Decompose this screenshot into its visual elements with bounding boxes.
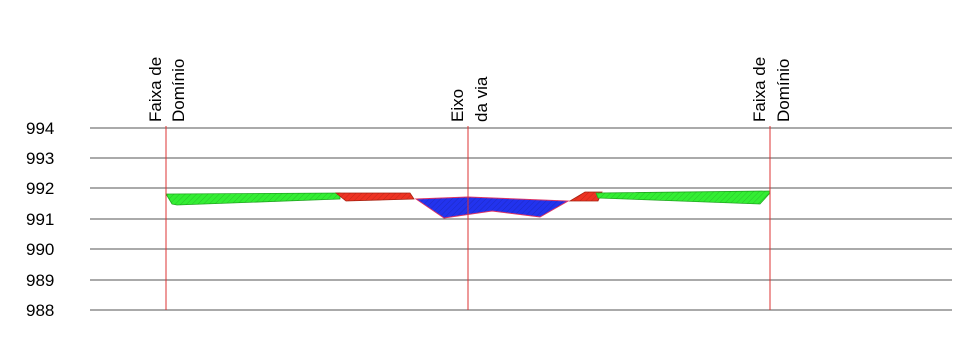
axis-label-line1: Eixo: [448, 89, 467, 122]
elevation-label: 994: [26, 119, 54, 138]
left-domain-label: Faixa de Domínio: [146, 57, 188, 122]
elevation-label: 991: [26, 210, 54, 229]
elevation-label: 992: [26, 179, 54, 198]
right-domain-label-line2: Domínio: [774, 59, 793, 122]
elevation-grid: [90, 127, 952, 311]
axis-label: Eixo da via: [448, 76, 491, 122]
elevation-label: 988: [26, 301, 54, 320]
left-domain-label-line2: Domínio: [169, 59, 188, 122]
left-domain-label-line1: Faixa de: [146, 57, 165, 122]
marker-lines: [165, 126, 771, 310]
right-domain-label: Faixa de Domínio: [750, 57, 793, 122]
elevation-label: 989: [26, 271, 54, 290]
section-fills: [165, 190, 771, 219]
right-domain-label-line1: Faixa de: [750, 57, 769, 122]
elevation-label: 993: [26, 149, 54, 168]
axis-label-line2: da via: [472, 76, 491, 122]
elevation-labels: 994 993 992 991 990 989 988: [26, 119, 54, 320]
elevation-label: 990: [26, 240, 54, 259]
